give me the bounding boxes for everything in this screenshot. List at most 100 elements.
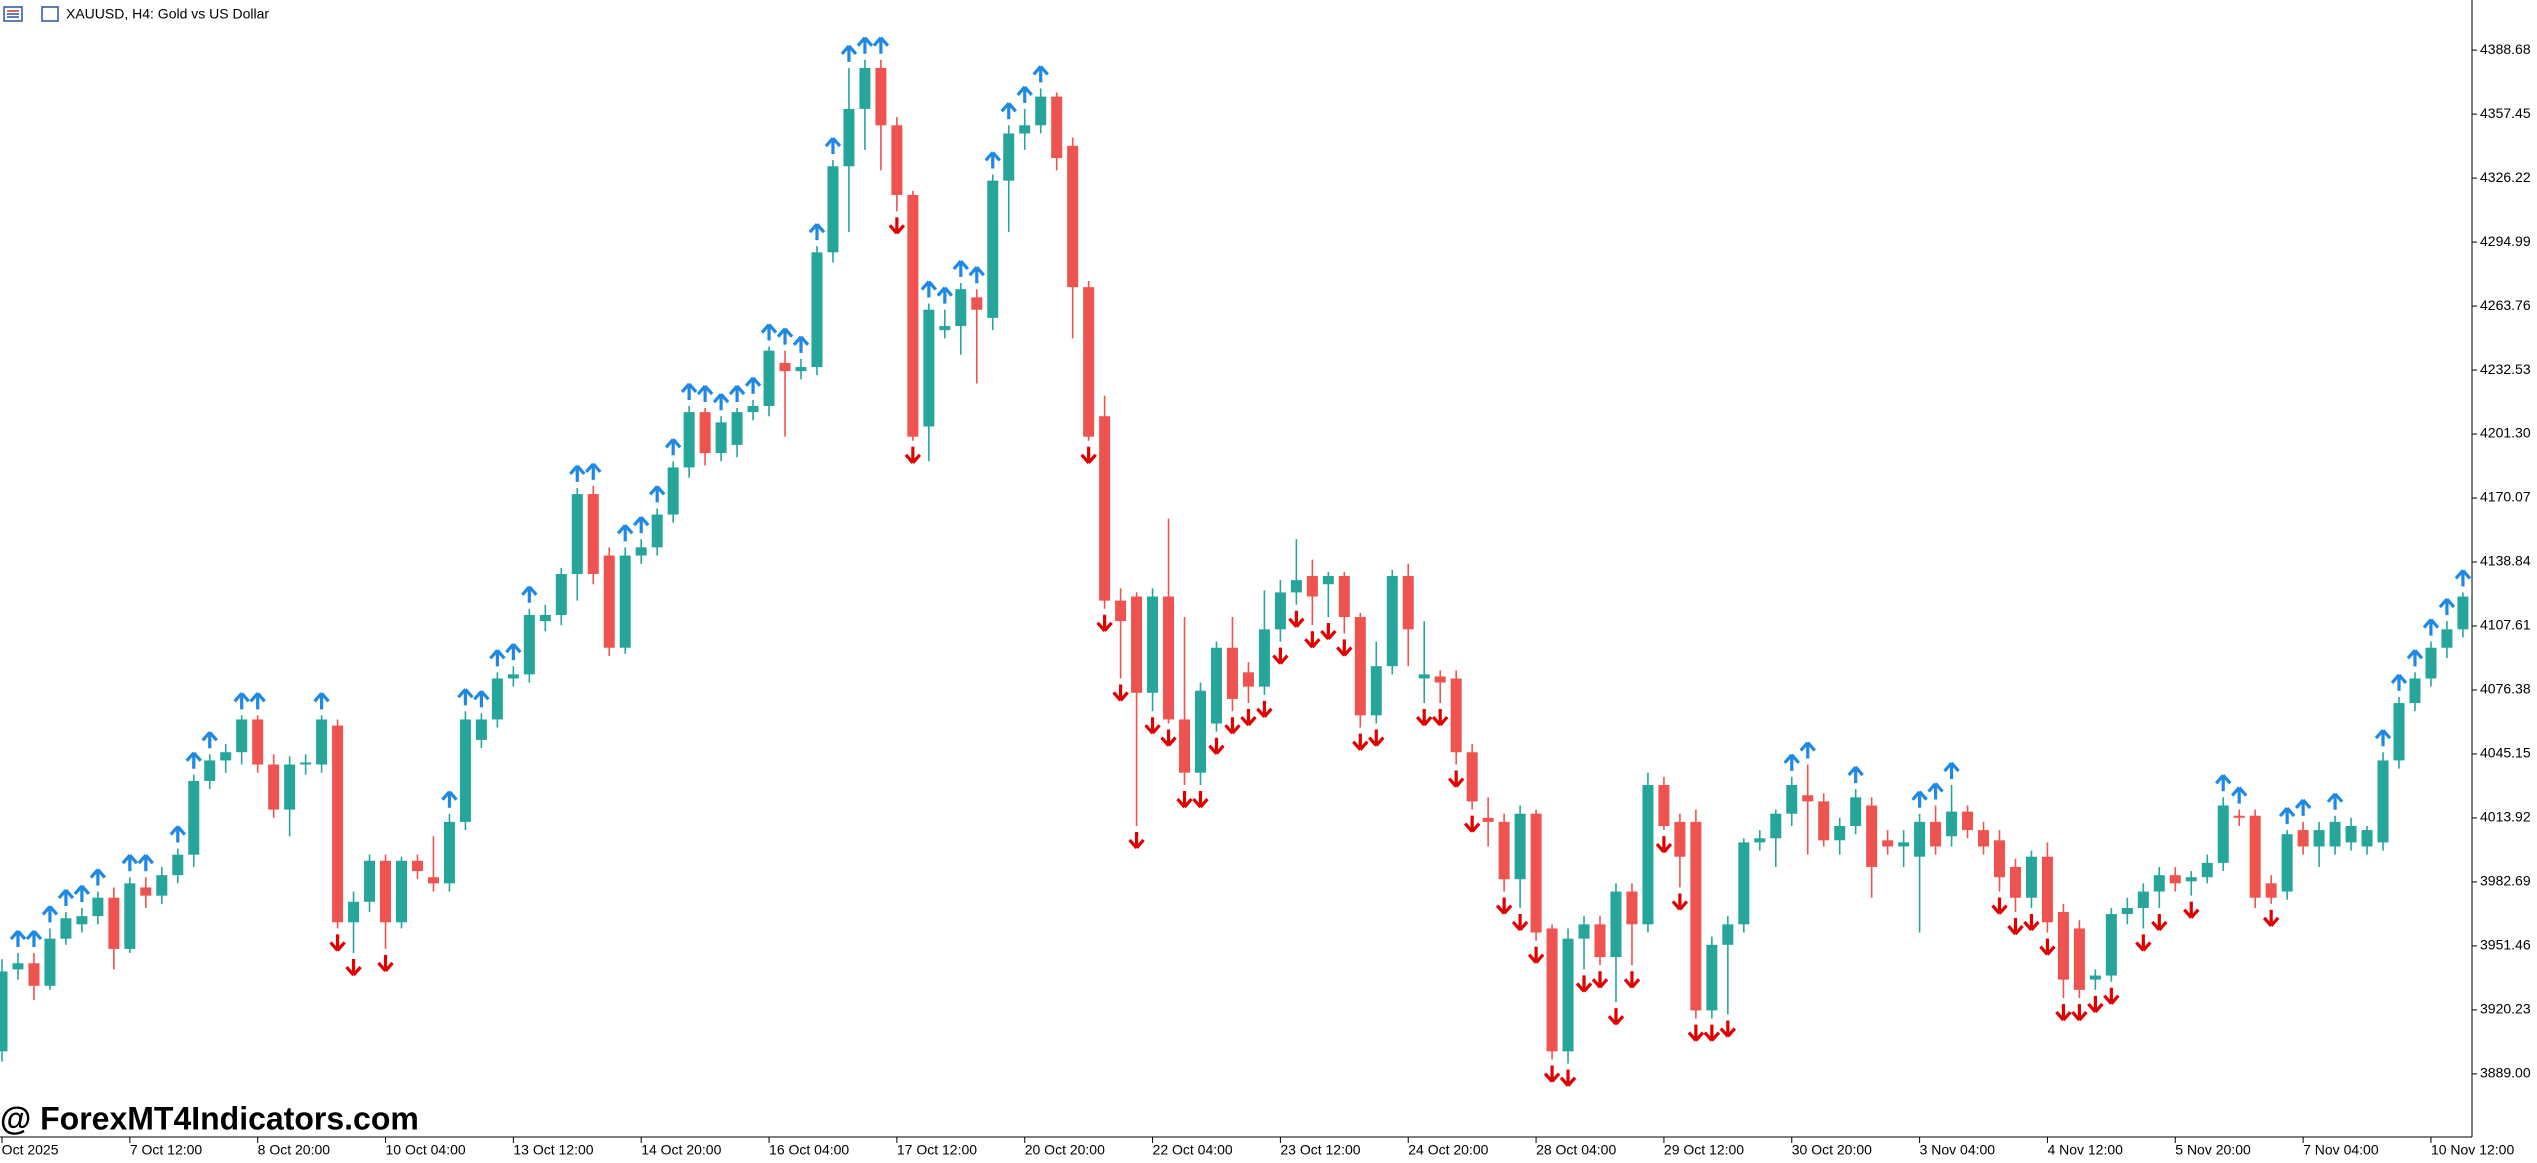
x-tick-label: 13 Oct 12:00 (513, 1142, 593, 1158)
candle-body (1019, 125, 1031, 134)
candle-body (619, 555, 631, 648)
candle-body (587, 494, 599, 574)
signal-down-arrow (1272, 647, 1289, 665)
y-tick-label: 3889.00 (2480, 1065, 2531, 1081)
signal-up-arrow (936, 286, 954, 304)
candle-body (300, 762, 312, 765)
candle-body (1770, 813, 1782, 839)
candle-body (987, 180, 999, 318)
candle-body (1003, 133, 1015, 181)
signal-down-arrow (1671, 893, 1689, 911)
candle-body (459, 719, 471, 822)
candle-body (172, 854, 184, 876)
signal-down-arrow (1591, 971, 1609, 989)
signal-up-arrow (760, 323, 778, 341)
x-tick-label: 17 Oct 12:00 (897, 1142, 977, 1158)
candle-body (443, 821, 455, 884)
y-tick-label: 4138.84 (2480, 553, 2531, 569)
candle-body (427, 877, 439, 884)
x-tick-label: 10 Nov 12:00 (2431, 1142, 2514, 1158)
candle-body (507, 674, 519, 679)
signal-down-arrow (1575, 975, 1593, 993)
x-tick-label: 10 Oct 04:00 (386, 1142, 466, 1158)
candle-body (1978, 830, 1990, 847)
y-tick-label: 3982.69 (2480, 873, 2531, 889)
signal-down-arrow (888, 217, 906, 235)
x-tick-label: 7 Nov 04:00 (2303, 1142, 2379, 1158)
candle-body (1882, 840, 1894, 847)
y-tick-label: 4294.99 (2480, 233, 2531, 249)
signal-up-arrow (73, 884, 91, 902)
candle-body (1706, 944, 1718, 1011)
edit-icon[interactable] (41, 6, 59, 22)
signal-down-arrow (1447, 770, 1465, 788)
candle-body (1402, 576, 1414, 630)
candles (0, 36, 2472, 1087)
candle-body (1386, 576, 1398, 667)
candle-body (2249, 815, 2261, 898)
candle-body (1850, 797, 1862, 826)
candle-body (2041, 856, 2053, 923)
candle-body (1210, 647, 1222, 724)
signal-down-arrow (904, 446, 922, 464)
candle-body (1498, 821, 1510, 880)
signal-up-arrow (505, 643, 522, 661)
signal-down-arrow (1096, 614, 1113, 632)
candle-body (1418, 674, 1430, 679)
candle-body (92, 897, 104, 917)
signal-down-arrow (1160, 729, 1177, 747)
candle-body (380, 860, 392, 923)
signal-up-arrow (712, 393, 730, 411)
signal-up-arrow (1943, 761, 1960, 780)
signal-up-arrow (1783, 753, 1800, 771)
candle-body (1658, 785, 1670, 826)
candle-body (316, 719, 328, 765)
candle-body (2009, 866, 2021, 898)
x-tick-label: 28 Oct 04:00 (1536, 1142, 1616, 1158)
signal-down-arrow (377, 954, 394, 972)
candle-body (667, 467, 679, 515)
signal-down-arrow (1352, 733, 1369, 751)
y-tick-label: 4045.15 (2480, 745, 2531, 761)
signal-up-arrow (920, 280, 938, 298)
candle-body (1322, 576, 1334, 585)
signal-up-arrow (648, 485, 666, 503)
x-tick-label: 3 Nov 04:00 (1920, 1142, 1996, 1158)
y-tick-label: 4201.30 (2480, 425, 2531, 441)
y-tick-label: 4357.45 (2480, 105, 2531, 121)
signal-up-arrow (137, 854, 155, 872)
signal-down-arrow (2103, 987, 2120, 1005)
candle-body (1914, 821, 1926, 857)
candle-body (1179, 719, 1191, 773)
candle-body (811, 252, 823, 368)
candle-body (108, 897, 120, 949)
candle-body (1834, 825, 1846, 841)
signal-up-arrow (2215, 774, 2232, 792)
signal-down-arrow (1511, 913, 1529, 931)
x-tick-label: 16 Oct 04:00 (769, 1142, 849, 1158)
signal-up-arrow (9, 929, 27, 948)
signal-up-arrow (169, 825, 186, 843)
y-tick-label: 4388.68 (2480, 41, 2531, 57)
candle-body (763, 350, 775, 406)
candle-body (1898, 842, 1910, 847)
signal-up-arrow (201, 731, 218, 749)
signal-down-arrow (1240, 709, 1257, 727)
y-tick-label: 4170.07 (2480, 489, 2531, 505)
candle-body (220, 752, 232, 761)
signal-down-arrow (1224, 717, 1241, 735)
candle-body (555, 573, 567, 615)
candle-body (2121, 907, 2133, 915)
candle-body (603, 555, 615, 648)
x-tick-label: 14 Oct 20:00 (641, 1142, 721, 1158)
candle-body (1083, 287, 1095, 437)
candle-body (411, 860, 423, 872)
candle-body (1338, 576, 1350, 618)
candle-body (779, 362, 791, 372)
candle-body (891, 125, 903, 195)
watermark: @ ForexMT4Indicators.com (0, 1100, 419, 1136)
signal-down-arrow (2055, 1004, 2072, 1022)
y-tick-label: 4107.61 (2480, 617, 2531, 633)
signal-down-arrow (2039, 938, 2056, 956)
